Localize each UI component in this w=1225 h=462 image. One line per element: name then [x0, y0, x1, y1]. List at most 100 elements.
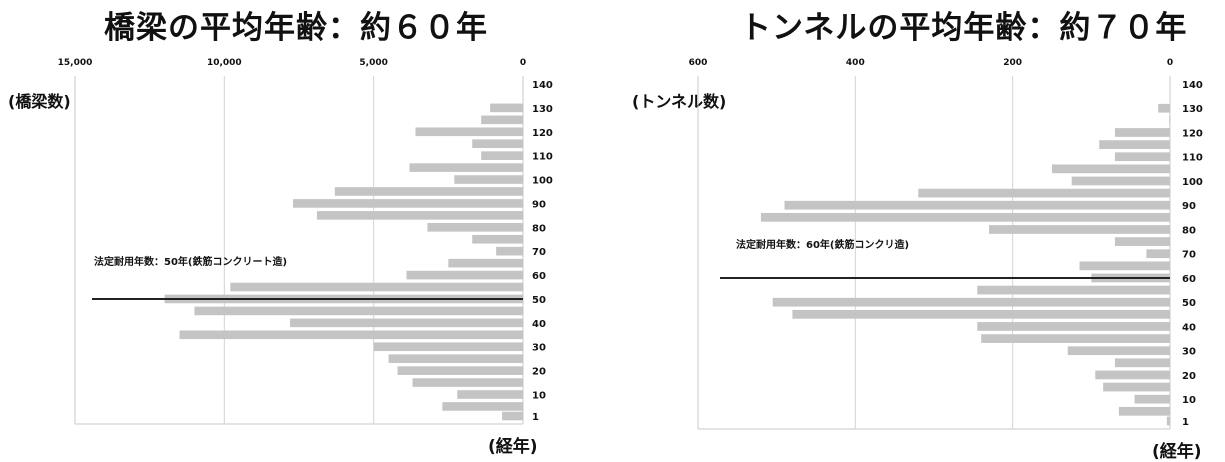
- tunnel-age-chart-panel: トンネルの平均年齢：約７０年 (トンネル数) (経年) 0 200 400 600 1 1…: [612, 0, 1225, 462]
- y-tick-label: 100: [1182, 177, 1203, 188]
- y-tick-label: 100: [532, 176, 553, 187]
- bar: [454, 175, 523, 184]
- bar: [194, 306, 523, 316]
- y-tick-label: 50: [532, 295, 546, 306]
- y-tick-label: 30: [1182, 347, 1196, 358]
- bar: [230, 282, 523, 292]
- bar: [442, 402, 523, 411]
- y-tick-label: 70: [532, 247, 546, 258]
- x-axis-label: (経年): [1152, 442, 1202, 462]
- bar: [293, 199, 523, 208]
- y-tick-label: 40: [1182, 322, 1196, 333]
- bar: [496, 246, 523, 256]
- y-tick-label: 90: [1182, 201, 1196, 212]
- y-tick-label: 130: [1182, 104, 1203, 115]
- bar: [373, 342, 523, 352]
- bar: [1158, 103, 1170, 113]
- bar: [784, 200, 1170, 210]
- bar: [490, 103, 523, 113]
- x-tick-label: 200: [1003, 58, 1022, 68]
- y-tick-label: 90: [532, 199, 546, 210]
- bar: [388, 354, 523, 363]
- bar: [1169, 116, 1170, 125]
- bar: [792, 309, 1170, 319]
- y-tick-label: 50: [1182, 298, 1196, 309]
- bar: [977, 322, 1170, 331]
- y-tick-label: 120: [1182, 128, 1203, 139]
- bar: [406, 270, 523, 280]
- x-tick-label: 0: [1167, 58, 1173, 68]
- bar: [1079, 261, 1170, 271]
- y-tick-label: 10: [532, 391, 546, 402]
- bar: [760, 212, 1170, 222]
- x-tick-label: 10,000: [207, 58, 242, 68]
- bar: [448, 258, 523, 268]
- bar: [481, 151, 523, 160]
- chart-title: 橋梁の平均年齢：約６０年: [104, 10, 488, 46]
- x-tick-label: 15,000: [58, 58, 93, 68]
- y-axis-label: (トンネル数): [632, 92, 727, 111]
- y-tick-label: 140: [532, 80, 553, 91]
- bar: [1052, 164, 1170, 174]
- y-tick-label: 80: [532, 223, 546, 234]
- bar: [1114, 237, 1170, 246]
- y-tick-label: 120: [532, 128, 553, 139]
- bar: [179, 330, 524, 340]
- y-tick-label: 80: [1182, 225, 1196, 236]
- y-tick-label: 60: [532, 271, 546, 282]
- bar: [977, 285, 1170, 295]
- bar: [1095, 370, 1170, 380]
- x-axis-label: (経年): [488, 437, 538, 457]
- bar: [981, 334, 1170, 343]
- bar: [1114, 128, 1170, 137]
- bar: [457, 390, 523, 399]
- bar: [472, 234, 523, 244]
- y-tick-label: 140: [1182, 80, 1203, 91]
- bar: [1118, 406, 1170, 416]
- y-tick-label: 20: [1182, 371, 1196, 382]
- bar: [1067, 346, 1170, 356]
- bar: [409, 163, 523, 172]
- bar: [397, 366, 523, 375]
- bar: [481, 115, 523, 125]
- tunnel-age-bar-chart: 0200400600110203040506070809010011012013…: [689, 58, 1203, 430]
- y-axis-label: (橋梁数): [8, 92, 71, 111]
- bar: [427, 223, 523, 232]
- y-tick-label: 110: [532, 152, 553, 163]
- bar: [1071, 176, 1170, 186]
- bridge-age-chart-panel: 橋梁の平均年齢：約６０年 (橋梁数) (経年) 0 5,000 10,000 15,0…: [0, 0, 600, 460]
- y-tick-label: 40: [532, 319, 546, 330]
- y-tick-label: 1: [1182, 417, 1189, 428]
- x-tick-label: 600: [689, 58, 708, 68]
- y-tick-label: 70: [1182, 250, 1196, 261]
- bar: [290, 318, 523, 328]
- bar: [1114, 152, 1170, 162]
- bar: [472, 139, 523, 149]
- chart-title: トンネルの平均年齢：約７０年: [740, 10, 1188, 46]
- bar: [1166, 416, 1170, 426]
- bar: [412, 378, 523, 387]
- bar: [989, 225, 1170, 234]
- bar: [502, 411, 523, 421]
- y-tick-label: 110: [1182, 153, 1203, 164]
- y-tick-label: 1: [532, 412, 539, 423]
- y-tick-label: 30: [532, 343, 546, 354]
- bridge-age-bar-chart: 05,00010,00015,0001102030405060708090100…: [58, 58, 553, 425]
- x-tick-label: 5,000: [359, 58, 387, 68]
- x-tick-label: 0: [520, 58, 526, 68]
- bar: [772, 297, 1170, 307]
- y-tick-label: 20: [532, 367, 546, 378]
- y-tick-label: 60: [1182, 274, 1196, 285]
- bar: [415, 127, 523, 137]
- bar: [1114, 358, 1170, 368]
- reference-line-label: 法定耐用年数：50年(鉄筋コンクリート造): [94, 255, 287, 268]
- bar: [1146, 249, 1170, 259]
- y-tick-label: 10: [1182, 395, 1196, 406]
- bar: [316, 211, 523, 220]
- bar: [1134, 394, 1170, 404]
- bar: [1099, 140, 1170, 149]
- y-tick-label: 130: [532, 104, 553, 115]
- bar: [334, 187, 523, 196]
- bar: [918, 188, 1170, 198]
- x-tick-label: 400: [846, 58, 865, 68]
